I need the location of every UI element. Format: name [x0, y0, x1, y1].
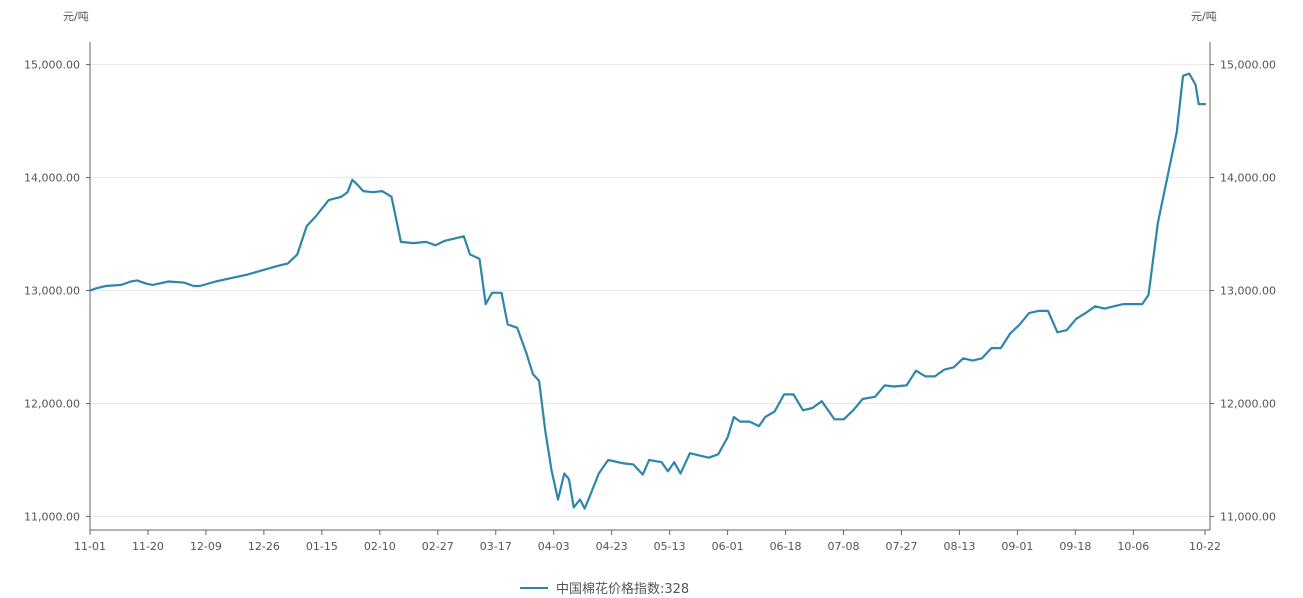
y-unit-left: 元/吨: [63, 10, 89, 23]
x-tick-label: 09-18: [1059, 540, 1091, 553]
y-unit-right: 元/吨: [1191, 10, 1217, 23]
x-tick-label: 09-01: [1001, 540, 1033, 553]
x-tick-label: 12-09: [190, 540, 222, 553]
x-tick-label: 08-13: [943, 540, 975, 553]
x-tick-label: 10-06: [1117, 540, 1149, 553]
y-tick-label-right: 14,000.00: [1220, 172, 1276, 185]
y-tick-label-left: 12,000.00: [24, 397, 80, 410]
x-tick-label: 02-10: [364, 540, 396, 553]
y-tick-label-right: 13,000.00: [1220, 285, 1276, 298]
series-line: [88, 72, 1207, 510]
series-layer: [88, 72, 1207, 510]
x-tick-label: 04-23: [596, 540, 628, 553]
x-tick-label: 10-22: [1189, 540, 1221, 553]
x-tick-label: 01-15: [306, 540, 338, 553]
y-tick-label-left: 13,000.00: [24, 285, 80, 298]
grid-layer: [90, 64, 1210, 517]
y-tick-label-right: 11,000.00: [1220, 510, 1276, 523]
x-tick-label: 02-27: [422, 540, 454, 553]
x-tick-label: 06-01: [712, 540, 744, 553]
x-tick-label: 07-27: [886, 540, 918, 553]
legend[interactable]: 中国棉花价格指数:328: [520, 581, 689, 597]
y-tick-label-left: 11,000.00: [24, 510, 80, 523]
axes-layer: 11,000.00 11,000.00 12,000.00 12,000.00 13,0…: [24, 42, 1276, 553]
y-tick-label-left: 14,000.00: [24, 172, 80, 185]
y-tick-label-left: 15,000.00: [24, 59, 80, 72]
x-tick-label: 11-01: [74, 540, 106, 553]
x-tick-label: 04-03: [538, 540, 570, 553]
x-tick-label: 05-13: [654, 540, 686, 553]
x-tick-label: 06-18: [770, 540, 802, 553]
x-tick-label: 11-20: [132, 540, 164, 553]
y-tick-label-right: 15,000.00: [1220, 59, 1276, 72]
x-tick-label: 03-17: [480, 540, 512, 553]
legend-label: 中国棉花价格指数:328: [556, 581, 689, 597]
y-tick-label-right: 12,000.00: [1220, 397, 1276, 410]
x-tick-label: 07-08: [828, 540, 860, 553]
x-tick-label: 12-26: [248, 540, 280, 553]
